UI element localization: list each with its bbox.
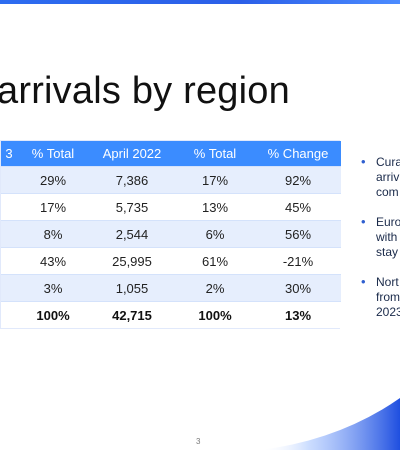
table-cell: 13% (175, 193, 255, 221)
table-cell: 8% (17, 220, 89, 248)
table-cell (1, 193, 17, 221)
bullet-line: com (376, 185, 399, 199)
table-cell: 56% (255, 220, 341, 248)
table-cell (1, 220, 17, 248)
table-cell: 3% (17, 274, 89, 302)
total-cell: 100% (175, 301, 255, 328)
bullet-dot-icon: • (361, 214, 366, 229)
table-row: 17% 5,735 13% 45% (1, 193, 341, 221)
header-cell: % Total (175, 141, 255, 167)
table-cell (1, 166, 17, 194)
bullet-line: stay (376, 245, 399, 259)
top-accent-bar (0, 0, 400, 4)
table-cell: 2% (175, 274, 255, 302)
bullet-line: arriv (376, 170, 400, 184)
table-row: 8% 2,544 6% 56% (1, 220, 341, 248)
page-number: 3 (196, 437, 201, 446)
bullet-line: from (376, 290, 400, 304)
table-cell: 29% (17, 166, 89, 194)
table-cell: 17% (175, 166, 255, 194)
total-cell: 42,715 (89, 301, 175, 328)
total-cell: 100% (17, 301, 89, 328)
table-cell: 61% (175, 247, 255, 275)
bullet-line: 2023 (376, 305, 400, 319)
table-total-row: 100% 42,715 100% 13% (1, 301, 341, 328)
arrivals-table: 3 % Total April 2022 % Total % Change 29… (0, 140, 341, 329)
table-cell: 17% (17, 193, 89, 221)
table-cell: 45% (255, 193, 341, 221)
table-cell: 25,995 (89, 247, 175, 275)
table-cell: 30% (255, 274, 341, 302)
header-cell: % Change (255, 141, 341, 167)
table-cell: -21% (255, 247, 341, 275)
table-cell: 5,735 (89, 193, 175, 221)
table-cell: 2,544 (89, 220, 175, 248)
bullet-list: • Cura arriv com • Euro with stay • Nort… (360, 154, 400, 335)
bullet-line: Nort (376, 275, 399, 289)
header-cell: % Total (17, 141, 89, 167)
table-cell (1, 247, 17, 275)
bullet-item: • Cura arriv com (360, 154, 400, 200)
slide-title: arrivals by region (0, 70, 290, 112)
table-cell: 1,055 (89, 274, 175, 302)
table-row: 29% 7,386 17% 92% (1, 166, 341, 194)
bullet-line: Cura (376, 155, 400, 169)
table-cell: 7,386 (89, 166, 175, 194)
table-cell: 92% (255, 166, 341, 194)
table-row: 43% 25,995 61% -21% (1, 247, 341, 275)
bullet-line: Euro (376, 215, 400, 229)
bullet-line: with (376, 230, 398, 244)
bullet-item: • Euro with stay (360, 214, 400, 260)
table-cell: 43% (17, 247, 89, 275)
table-cell: 6% (175, 220, 255, 248)
table-cell (1, 274, 17, 302)
bullet-item: • Nort from 2023 (360, 274, 400, 320)
total-cell (1, 301, 17, 328)
header-cell: April 2022 (89, 141, 175, 167)
header-cell: 3 (1, 141, 17, 167)
bullet-dot-icon: • (361, 274, 366, 289)
table-header-row: 3 % Total April 2022 % Total % Change (1, 141, 341, 167)
bullet-dot-icon: • (361, 154, 366, 169)
total-cell: 13% (255, 301, 341, 328)
table-row: 3% 1,055 2% 30% (1, 274, 341, 302)
corner-swoosh-decoration (260, 398, 400, 450)
